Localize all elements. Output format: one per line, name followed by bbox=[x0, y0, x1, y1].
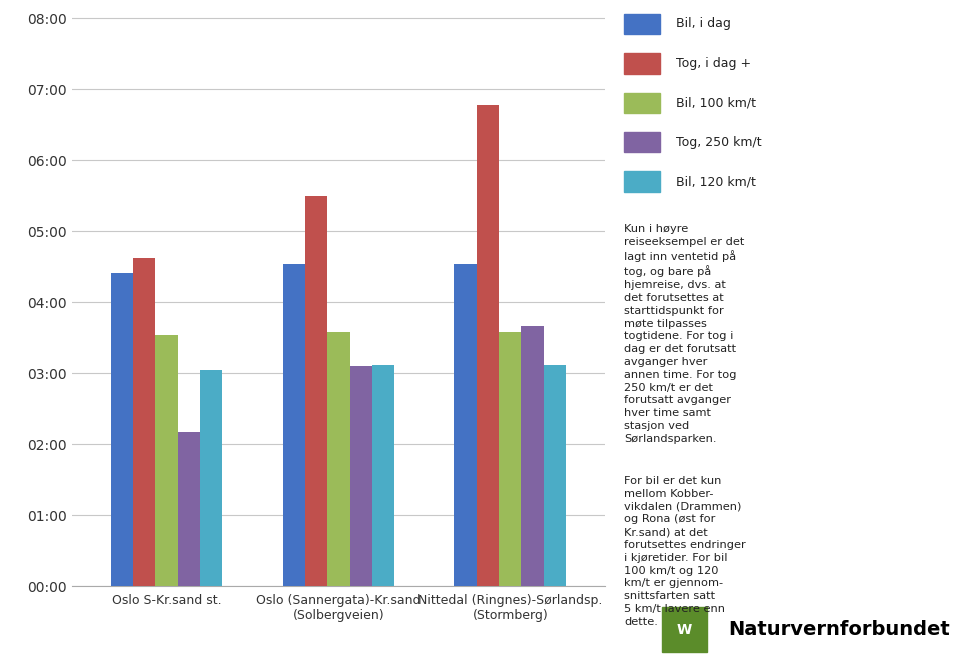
Bar bbox=[200, 370, 223, 586]
Text: Bil, 100 km/t: Bil, 100 km/t bbox=[676, 96, 756, 110]
Bar bbox=[543, 365, 566, 586]
Bar bbox=[624, 172, 660, 192]
FancyBboxPatch shape bbox=[661, 607, 708, 652]
Bar bbox=[349, 366, 372, 586]
Bar bbox=[156, 335, 178, 586]
Text: Naturvernforbundet: Naturvernforbundet bbox=[729, 620, 950, 639]
Bar bbox=[499, 332, 521, 586]
Text: Bil, 120 km/t: Bil, 120 km/t bbox=[676, 175, 756, 188]
Bar bbox=[282, 265, 305, 586]
Text: W: W bbox=[677, 622, 692, 637]
Bar bbox=[624, 53, 660, 73]
Bar bbox=[178, 432, 200, 586]
Bar bbox=[624, 92, 660, 113]
Bar bbox=[454, 265, 477, 586]
Text: For bil er det kun
mellom Kobber-
vikdalen (Drammen)
og Rona (øst for
Kr.sand) a: For bil er det kun mellom Kobber- vikdal… bbox=[624, 476, 746, 627]
Bar bbox=[624, 14, 660, 34]
Bar bbox=[327, 332, 349, 586]
Text: Tog, 250 km/t: Tog, 250 km/t bbox=[676, 136, 762, 148]
Text: Bil, i dag: Bil, i dag bbox=[676, 17, 732, 30]
Bar bbox=[521, 326, 543, 586]
Bar bbox=[624, 132, 660, 152]
Bar bbox=[110, 273, 133, 586]
Text: www.naturvernforbundet.no: www.naturvernforbundet.no bbox=[14, 623, 215, 636]
Bar bbox=[305, 196, 327, 586]
Bar bbox=[477, 105, 499, 586]
Bar bbox=[372, 365, 395, 586]
Bar bbox=[133, 259, 156, 586]
Text: Tog, i dag +: Tog, i dag + bbox=[676, 57, 752, 70]
Text: Kun i høyre
reiseeksempel er det
lagt inn ventetid på
tog, og bare på
hjemreise,: Kun i høyre reiseeksempel er det lagt in… bbox=[624, 224, 744, 444]
